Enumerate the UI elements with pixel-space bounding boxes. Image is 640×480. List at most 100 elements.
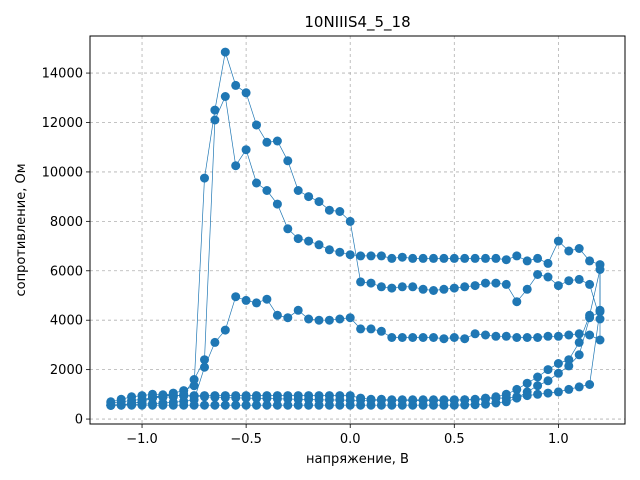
data-point	[324, 205, 334, 215]
data-point	[168, 390, 178, 400]
data-point	[512, 333, 522, 342]
data-point	[376, 326, 386, 336]
data-point	[387, 333, 397, 342]
data-point	[335, 314, 345, 324]
data-point	[470, 253, 480, 263]
data-point	[501, 389, 511, 399]
data-point	[304, 395, 314, 404]
data-point	[356, 251, 366, 261]
data-point	[553, 387, 563, 397]
data-point	[449, 395, 459, 405]
data-point	[220, 400, 230, 410]
data-point	[210, 400, 220, 410]
data-point	[127, 399, 137, 409]
data-point	[574, 329, 584, 339]
data-point	[293, 186, 303, 195]
x-axis-title: напряжение, В	[306, 452, 409, 467]
data-point	[241, 88, 251, 98]
data-point	[439, 396, 449, 405]
y-tick-label: 6000	[50, 264, 83, 279]
data-point	[553, 236, 563, 246]
data-point	[366, 324, 376, 334]
data-point	[543, 331, 553, 341]
data-point	[231, 393, 241, 403]
data-point	[439, 284, 449, 294]
data-point	[408, 333, 418, 342]
data-point	[168, 400, 178, 410]
data-point	[522, 378, 532, 388]
data-point	[252, 178, 261, 188]
data-point	[335, 395, 345, 405]
data-point	[262, 394, 272, 403]
data-point	[252, 120, 261, 130]
data-point	[387, 395, 397, 405]
data-point	[252, 400, 261, 410]
data-point	[429, 286, 438, 295]
data-point	[272, 136, 282, 146]
data-point	[418, 333, 428, 342]
data-point	[200, 392, 209, 402]
data-point	[231, 80, 241, 90]
data-point	[210, 105, 220, 115]
data-point	[512, 392, 522, 402]
data-point	[200, 362, 209, 372]
data-point	[127, 392, 137, 402]
data-point	[283, 313, 293, 323]
data-point	[564, 361, 574, 371]
x-tick-label: 0.0	[340, 432, 361, 447]
data-point	[262, 186, 272, 195]
data-point	[262, 400, 272, 410]
data-point	[522, 256, 532, 266]
data-point	[314, 240, 324, 250]
data-point	[356, 324, 366, 334]
y-tick-label: 14000	[42, 67, 83, 82]
data-point	[418, 284, 428, 294]
x-tick-label: −0.5	[230, 432, 262, 447]
data-point	[553, 368, 563, 378]
data-point	[543, 376, 553, 386]
data-point	[564, 355, 574, 365]
axis-ticks: −1.0 −0.5 0.0 0.5 1.0 0 2000 4000 6000 8000 10000 1…	[42, 67, 569, 447]
data-point	[418, 396, 428, 405]
data-point	[345, 395, 355, 405]
data-point	[501, 255, 511, 265]
data-point	[543, 272, 553, 282]
data-point	[449, 253, 459, 263]
data-point	[585, 330, 595, 340]
data-point	[533, 333, 543, 342]
data-point	[522, 333, 532, 342]
data-point	[220, 92, 230, 101]
data-point	[314, 315, 324, 325]
data-point	[293, 394, 303, 404]
data-point	[491, 278, 501, 288]
data-point	[179, 400, 189, 410]
data-point	[345, 216, 355, 226]
data-point	[543, 365, 553, 375]
data-point	[262, 137, 272, 147]
data-point	[501, 331, 511, 341]
data-point	[564, 384, 574, 394]
data-point	[408, 253, 418, 263]
data-point	[241, 295, 251, 305]
data-point	[366, 395, 376, 405]
data-point	[366, 251, 376, 261]
data-point	[189, 381, 199, 391]
data-point	[470, 329, 480, 339]
data-point	[585, 256, 595, 266]
data-point	[283, 224, 293, 234]
data-point	[564, 330, 574, 340]
data-point	[595, 335, 605, 345]
data-point	[522, 284, 532, 294]
data-point	[189, 375, 199, 384]
data-point	[220, 325, 230, 335]
data-point	[272, 199, 282, 209]
y-tick-label: 2000	[50, 363, 83, 378]
data-point	[158, 390, 168, 400]
data-point	[543, 388, 553, 398]
data-series	[106, 47, 605, 410]
data-point	[397, 252, 407, 262]
x-tick-label: 0.5	[444, 432, 465, 447]
data-point	[512, 384, 522, 394]
data-point	[460, 395, 470, 405]
data-point	[376, 395, 386, 405]
